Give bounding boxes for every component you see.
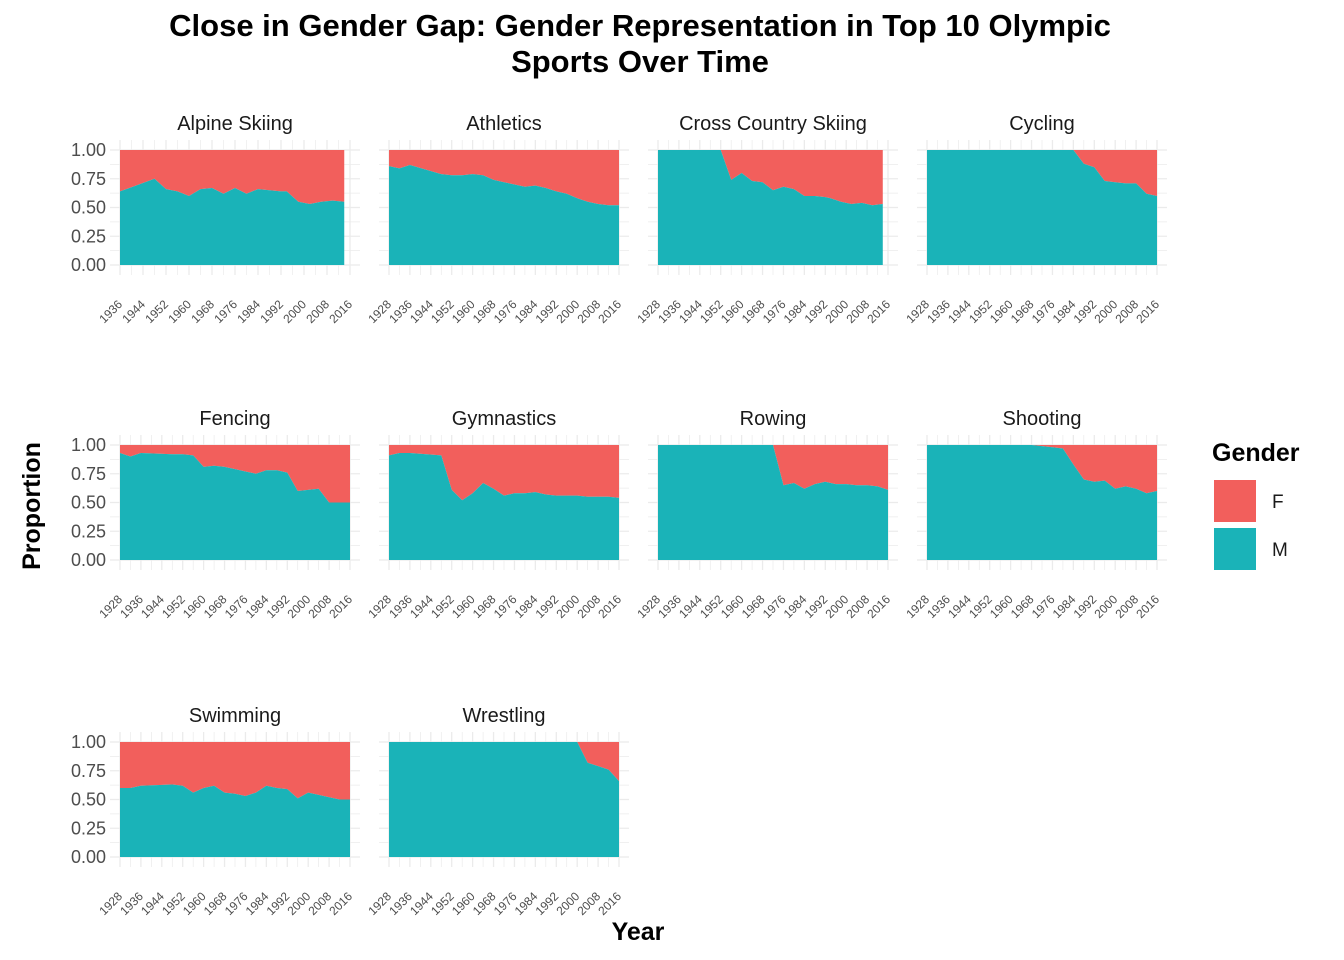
legend-label-m: M xyxy=(1272,540,1288,561)
y-axis-title: Proportion xyxy=(18,442,46,570)
facet-gymnastics: Gymnastics192819361944195219601968197619… xyxy=(365,408,629,621)
chart-title-line-2: Sports Over Time xyxy=(511,44,769,79)
x-tick-label: 1968 xyxy=(188,297,217,326)
area-male-swimming xyxy=(120,784,350,857)
legend-label-f: F xyxy=(1272,492,1284,513)
facet-label-rowing: Rowing xyxy=(740,408,807,430)
area-male-cross-country-skiing xyxy=(658,150,883,265)
area-female-shooting xyxy=(927,445,1157,494)
facet-alpine-skiing: Alpine Skiing 0.00 0.25 0.50 0.75 1.00 1936194… xyxy=(71,113,360,326)
chart-title-line-1: Close in Gender Gap: Gender Representati… xyxy=(169,8,1111,43)
legend: Gender F M xyxy=(1212,439,1300,570)
facet-panels: Alpine Skiing 0.00 0.25 0.50 0.75 1.00 1936194… xyxy=(71,113,1167,918)
y-tick-label: 0.00 xyxy=(71,255,106,275)
facet-swimming: Swimming0.000.250.500.751.00192819361944… xyxy=(71,705,360,918)
facet-cycling: Cycling192819361944195219601968197619841… xyxy=(903,113,1167,326)
area-male-wrestling xyxy=(389,742,619,857)
facet-label-wrestling: Wrestling xyxy=(463,705,546,727)
area-female-cross-country-skiing xyxy=(658,150,883,206)
facet-shooting: Shooting19281936194419521960196819761984… xyxy=(903,408,1167,621)
facet-wrestling: Wrestling1928193619441952196019681976198… xyxy=(365,705,629,918)
facet-cross-country-skiing: Cross Country Skiing19281936194419521960… xyxy=(634,113,898,326)
chart-title: Close in Gender Gap: Gender Representati… xyxy=(0,8,1280,80)
y-tick-label: 0.00 xyxy=(71,550,106,570)
y-tick-label: 0.25 xyxy=(71,226,106,246)
area-male-rowing xyxy=(658,445,888,560)
y-tick-label: 1.00 xyxy=(71,435,106,455)
facet-label-shooting: Shooting xyxy=(1003,408,1082,430)
area-male-alpine-skiing xyxy=(120,178,345,265)
area-male-shooting xyxy=(927,445,1157,560)
x-tick-label: 2016 xyxy=(1133,297,1162,326)
y-tick-label: 0.50 xyxy=(71,198,106,218)
x-tick-label: 2016 xyxy=(595,889,624,918)
area-male-cycling xyxy=(927,150,1157,265)
x-tick-label: 1992 xyxy=(257,297,286,326)
y-tick-label: 0.25 xyxy=(71,521,106,541)
legend-key-m xyxy=(1214,528,1256,570)
facet-label-swimming: Swimming xyxy=(189,705,281,727)
area-female-athletics xyxy=(389,150,619,206)
y-tick-label: 1.00 xyxy=(71,140,106,160)
y-tick-label: 0.75 xyxy=(71,464,106,484)
facet-fencing: Fencing0.000.250.500.751.001928193619441… xyxy=(71,408,360,621)
facet-label-alpine-skiing: Alpine Skiing xyxy=(177,113,293,135)
x-tick-label: 2016 xyxy=(595,297,624,326)
area-male-fencing xyxy=(120,453,350,560)
y-tick-label: 0.00 xyxy=(71,847,106,867)
area-male-gymnastics xyxy=(389,453,619,560)
facet-rowing: Rowing1928193619441952196019681976198419… xyxy=(634,408,898,621)
area-male-athletics xyxy=(389,164,619,265)
area-female-alpine-skiing xyxy=(120,150,345,205)
y-tick-label: 0.75 xyxy=(71,761,106,781)
facet-athletics: Athletics1928193619441952196019681976198… xyxy=(365,113,629,326)
x-tick-label: 2016 xyxy=(326,889,355,918)
x-tick-label: 2016 xyxy=(1133,592,1162,621)
y-tick-label: 0.75 xyxy=(71,169,106,189)
facet-label-athletics: Athletics xyxy=(466,113,542,135)
x-tick-label: 2016 xyxy=(595,592,624,621)
area-female-gymnastics xyxy=(389,445,619,501)
x-tick-label: 1936 xyxy=(96,297,125,326)
y-tick-label: 1.00 xyxy=(71,732,106,752)
x-tick-label: 2008 xyxy=(303,297,332,326)
x-tick-label: 2000 xyxy=(280,297,309,326)
x-tick-label: 2016 xyxy=(864,592,893,621)
facet-label-gymnastics: Gymnastics xyxy=(452,408,556,430)
x-tick-label: 2016 xyxy=(326,297,355,326)
area-female-rowing xyxy=(658,445,888,490)
x-tick-label: 1952 xyxy=(142,297,171,326)
x-tick-label: 1960 xyxy=(165,297,194,326)
y-tick-label: 0.50 xyxy=(71,790,106,810)
legend-title: Gender xyxy=(1212,439,1300,467)
x-axis-title: Year xyxy=(612,918,665,946)
x-tick-label: 1976 xyxy=(211,297,240,326)
x-tick-label: 1984 xyxy=(234,297,263,326)
x-tick-label: 2016 xyxy=(864,297,893,326)
y-tick-label: 0.50 xyxy=(71,493,106,513)
legend-key-f xyxy=(1214,480,1256,522)
facet-label-fencing: Fencing xyxy=(199,408,270,430)
area-female-wrestling xyxy=(389,742,619,782)
x-tick-label: 2016 xyxy=(326,592,355,621)
facet-label-cycling: Cycling xyxy=(1009,113,1075,135)
area-female-fencing xyxy=(120,445,350,503)
area-female-cycling xyxy=(927,150,1157,196)
x-tick-label: 1944 xyxy=(119,297,148,326)
y-tick-label: 0.25 xyxy=(71,818,106,838)
facet-label-cross-country-skiing: Cross Country Skiing xyxy=(679,113,867,135)
